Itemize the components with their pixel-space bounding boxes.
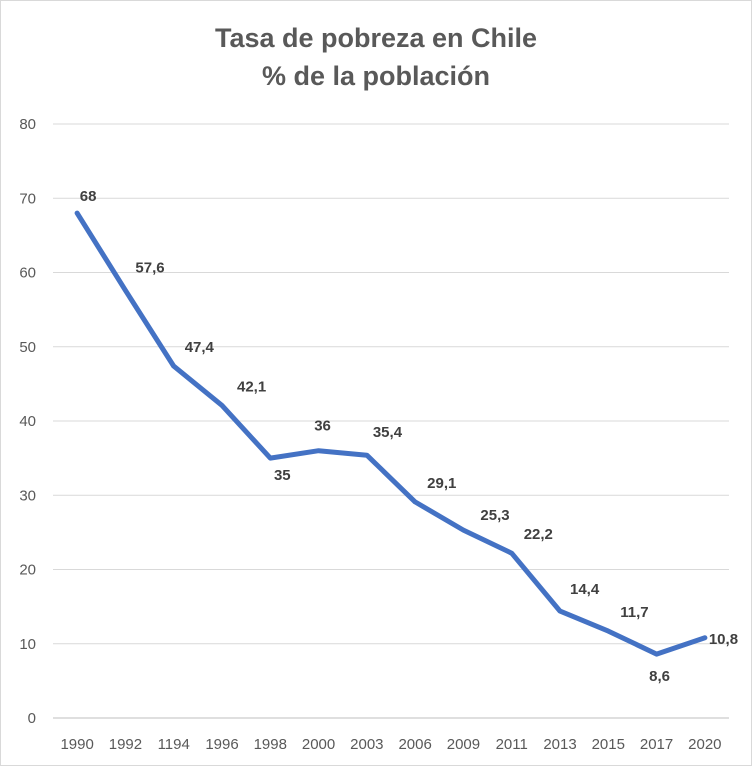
chart-title-block: Tasa de pobreza en Chile % de la poblaci… [1,19,751,95]
data-label: 25,3 [480,507,509,524]
x-tick-label: 2020 [688,736,721,753]
data-label: 29,1 [427,475,456,492]
x-tick-label: 2013 [543,736,576,753]
x-tick-label: 1996 [205,736,238,753]
y-tick-label: 50 [19,339,36,356]
x-tick-label: 2006 [398,736,431,753]
x-tick-label: 2009 [447,736,480,753]
data-label: 22,2 [524,526,553,543]
y-tick-label: 20 [19,562,36,579]
x-tick-label: 2000 [302,736,335,753]
data-label: 68 [80,188,97,205]
data-label: 8,6 [649,668,670,685]
data-label: 42,1 [237,378,266,395]
data-label: 10,8 [709,631,738,648]
x-tick-label: 2011 [496,736,528,753]
x-tick-label: 1194 [158,736,190,753]
y-tick-label: 0 [28,710,36,727]
y-tick-label: 30 [19,487,36,504]
data-label: 36 [314,418,331,435]
chart-title: Tasa de pobreza en Chile [214,23,538,53]
y-tick-label: 40 [19,413,36,430]
data-label: 11,7 [620,604,648,621]
x-tick-label: 2015 [592,736,625,753]
data-label: 47,4 [185,339,215,356]
data-label: 35,4 [373,424,403,441]
x-tick-label: 2003 [350,736,383,753]
x-tick-label: 1990 [60,736,93,753]
data-label: 57,6 [135,259,164,276]
x-tick-label: 1998 [254,736,287,753]
y-tick-label: 70 [19,190,36,207]
y-tick-label: 10 [19,636,36,653]
chart-subtitle: % de la población [261,61,491,91]
y-tick-label: 80 [19,116,36,133]
x-tick-label: 2017 [640,736,673,753]
y-tick-label: 60 [19,265,36,282]
x-tick-label: 1992 [109,736,142,753]
series-line [74,210,708,657]
data-label: 35 [274,467,291,484]
data-label: 14,4 [570,581,600,598]
